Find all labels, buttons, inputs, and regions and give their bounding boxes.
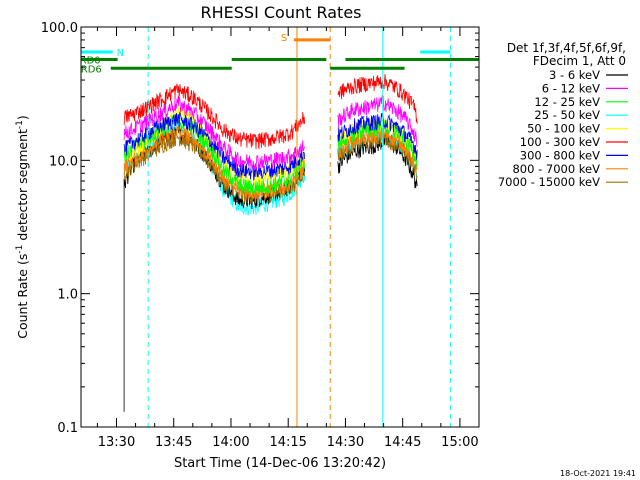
- series-line-100-300-kev-part-1: [123, 83, 305, 150]
- legend: Det 1f,3f,4f,5f,6f,9f, FDecim 1, Att 0 3…: [498, 41, 628, 189]
- y-axis-label: Count Rate (s-1 detector segment-1): [15, 115, 30, 339]
- plot-frame: [80, 26, 480, 428]
- chart-title: RHESSI Count Rates: [201, 3, 362, 22]
- legend-label-50-100-kev: 50 - 100 keV: [527, 122, 600, 136]
- x-tick-label: 14:30: [327, 435, 364, 450]
- series-line-100-300-kev-part-2: [337, 73, 418, 124]
- series-line-300-800-kev-part-2: [337, 112, 418, 160]
- x-tick-label: 15:00: [441, 435, 478, 450]
- y-axis-ticks: 0.1 1.0 10.0 100.0: [41, 21, 479, 436]
- y-tick-label: 0.1: [57, 421, 78, 436]
- legend-label-7000-15000-kev: 7000 - 15000 keV: [498, 175, 600, 189]
- legend-label-3-6-kev: 3 - 6 keV: [549, 68, 600, 82]
- series-group: [123, 73, 418, 412]
- x-axis-ticks: 13:30 13:45 14:00 14:15 14:30 14:45 15:00: [96, 27, 479, 450]
- x-tick-label: 14:15: [269, 435, 306, 450]
- series-line-12-25-kev-part-1: [123, 113, 305, 195]
- legend-header-line-2: FDecim 1, Att 0: [533, 54, 626, 68]
- series-line-6-12-kev-part-2: [337, 95, 418, 148]
- legend-label-12-25-kev: 12 - 25 keV: [534, 95, 600, 109]
- x-tick-label: 14:00: [212, 435, 249, 450]
- y-tick-label: 100.0: [41, 21, 78, 36]
- x-axis-label: Start Time (14-Dec-06 13:20:42): [174, 456, 386, 471]
- footer-timestamp: 18-Oct-2021 19:41: [560, 469, 636, 478]
- x-tick-label: 13:30: [98, 435, 135, 450]
- series-line-800-7000-kev-part-2: [337, 126, 418, 172]
- series-line-25-50-kev-part-1: [123, 122, 305, 216]
- flag-label-rd6: RD6: [81, 64, 102, 75]
- y-tick-label: 10.0: [49, 154, 78, 169]
- legend-header-line-1: Det 1f,3f,4f,5f,6f,9f,: [507, 41, 626, 55]
- legend-label-25-50-kev: 25 - 50 keV: [534, 108, 600, 122]
- series-line-6-12-kev-part-1: [123, 95, 305, 171]
- legend-label-300-800-kev: 300 - 800 keV: [520, 148, 600, 162]
- flag-label-rd0: RD0: [80, 56, 101, 67]
- x-tick-label: 13:45: [155, 435, 192, 450]
- y-tick-label: 1.0: [57, 288, 78, 303]
- legend-label-6-12-kev: 6 - 12 keV: [542, 81, 600, 95]
- x-tick-label: 14:45: [384, 435, 421, 450]
- flag-label-s: S: [281, 33, 287, 44]
- legend-label-100-300-kev: 100 - 300 keV: [520, 135, 600, 149]
- flag-label-n: N: [117, 48, 124, 59]
- legend-label-800-7000-kev: 800 - 7000 keV: [512, 162, 600, 176]
